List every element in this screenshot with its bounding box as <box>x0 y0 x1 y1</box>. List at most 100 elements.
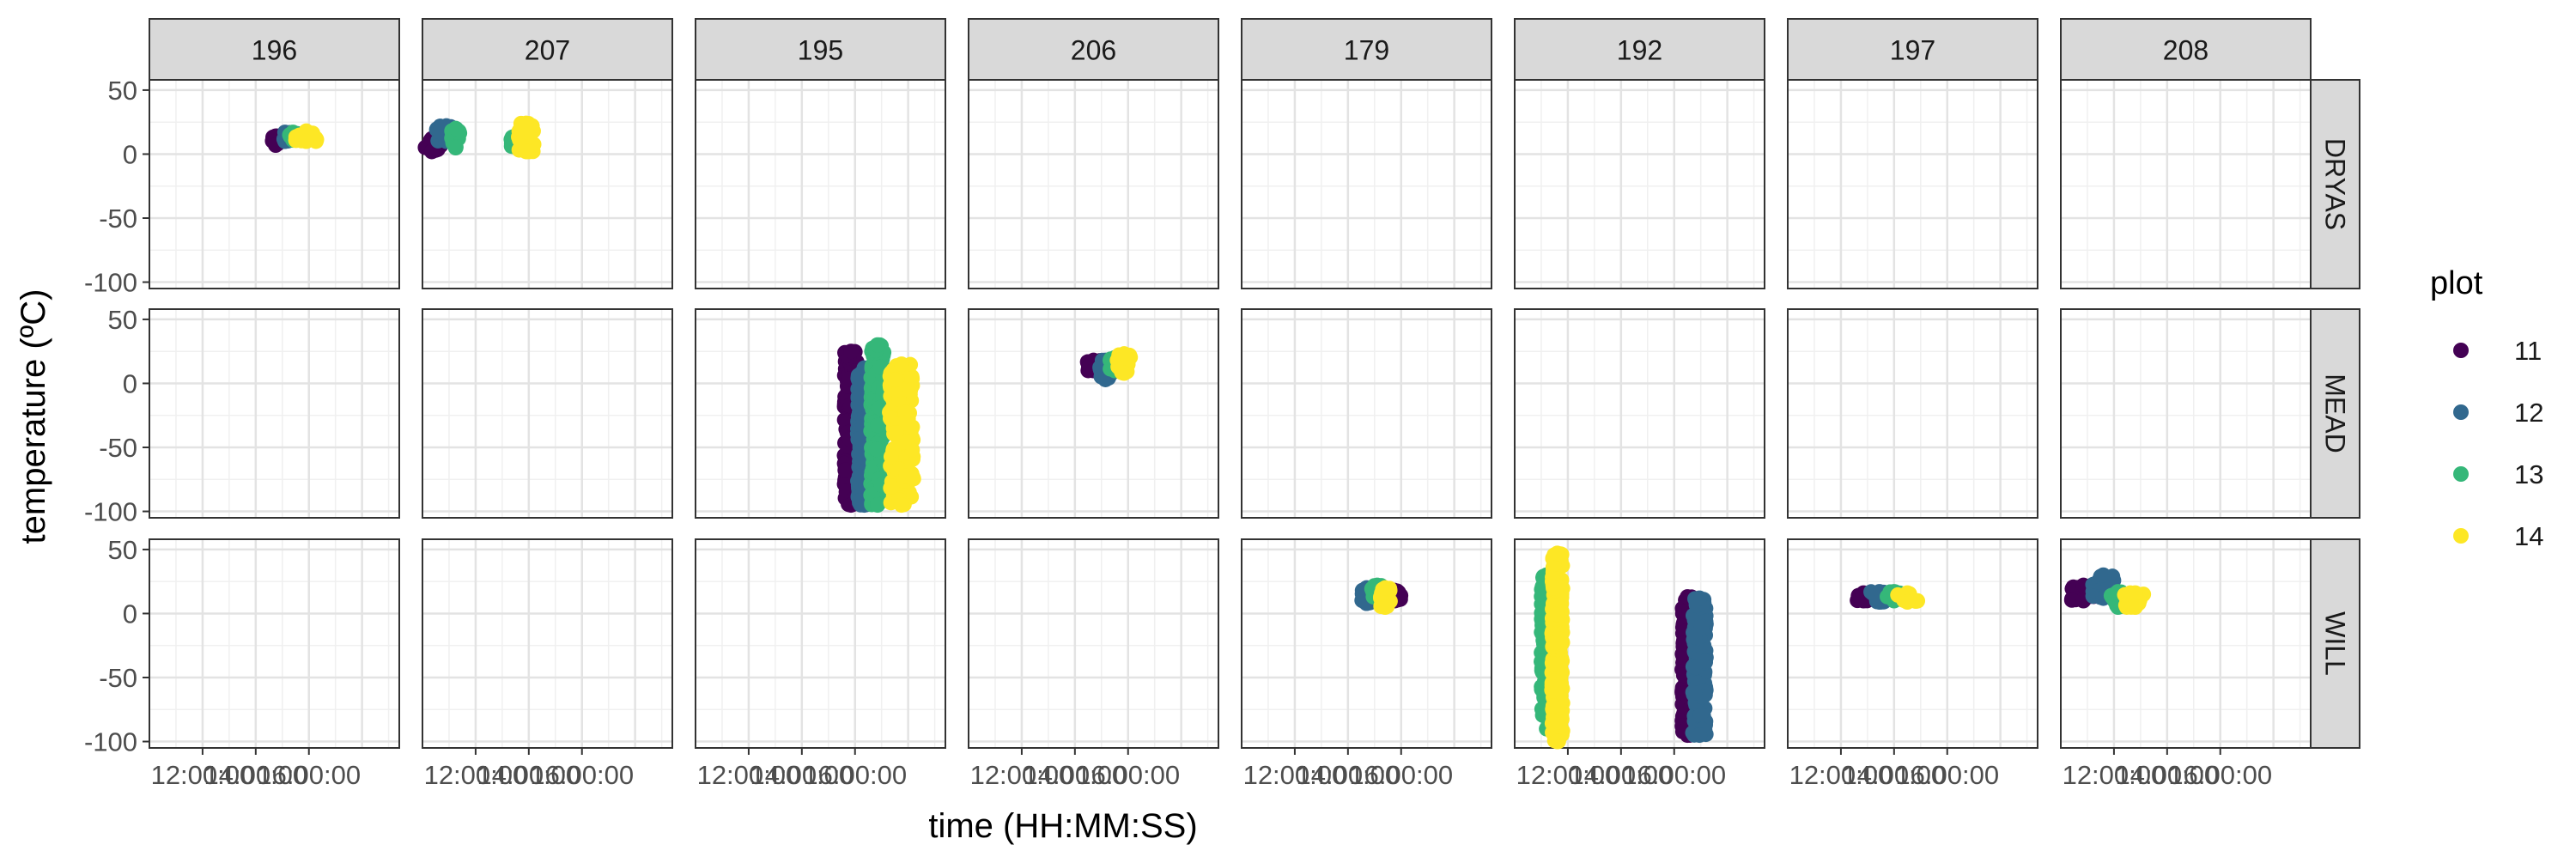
point-cluster-dryas-196-plot-14 <box>288 123 325 149</box>
y-tick-label: 50 <box>108 305 137 335</box>
panel-background <box>149 80 399 289</box>
x-tick-label: 14:00:00 <box>750 760 854 790</box>
data-point <box>2127 599 2143 616</box>
data-point <box>884 478 900 495</box>
data-point <box>902 382 919 398</box>
data-point <box>518 143 534 160</box>
strip-background <box>422 18 673 81</box>
panel-border <box>968 308 1219 519</box>
data-point <box>1546 580 1562 596</box>
panel-mead-196 <box>149 308 400 519</box>
panel-background <box>422 539 672 748</box>
point-cluster-dryas-207-plot-14 <box>511 115 542 160</box>
point-cluster-will-179-plot-14 <box>1372 580 1398 616</box>
x-tick-label: 14:00:00 <box>1569 760 1673 790</box>
data-point <box>837 462 854 478</box>
strip-col-206: 206 <box>968 18 1219 81</box>
legend-label: 13 <box>2514 459 2543 489</box>
legend-key <box>2453 466 2469 482</box>
panel-background <box>422 80 672 289</box>
panel-dryas-207 <box>422 79 673 289</box>
strip-background <box>695 18 946 81</box>
y-tick-label: -50 <box>99 204 137 234</box>
panel-border <box>1787 538 2038 749</box>
strip-label: 195 <box>798 35 843 66</box>
data-point <box>1686 684 1703 701</box>
panel-border <box>1514 308 1765 519</box>
panel-border <box>1241 308 1492 519</box>
panel-background <box>1788 309 2038 518</box>
panel-mead-197 <box>1787 308 2038 519</box>
panel-background <box>1515 80 1765 289</box>
strip-label: 206 <box>1071 35 1116 66</box>
panel-border <box>968 538 1219 749</box>
x-tick-label: 12:00:00 <box>424 760 528 790</box>
strip-col-192: 192 <box>1514 18 1765 81</box>
data-point <box>883 448 899 465</box>
legend-label: 11 <box>2514 336 2542 366</box>
panel-background <box>969 539 1218 748</box>
strip-label: 192 <box>1617 35 1662 66</box>
point-cluster-will-208-plot-14 <box>2117 585 2152 616</box>
data-point <box>1692 727 1708 744</box>
strip-label: WILL <box>2320 611 2351 676</box>
point-cluster-mead-206-plot-14 <box>1109 346 1139 381</box>
x-tick-label: 14:00:00 <box>1296 760 1400 790</box>
legend-label: 12 <box>2514 398 2543 428</box>
strip-col-195: 195 <box>695 18 946 81</box>
x-tick-label: 12:00:00 <box>2063 760 2166 790</box>
panel-border <box>149 308 400 519</box>
panel-border <box>1787 308 2038 519</box>
panel-mead-206 <box>968 308 1219 519</box>
x-tick-label: 12:00:00 <box>970 760 1074 790</box>
panel-will-207 <box>422 538 673 749</box>
data-point <box>904 370 920 386</box>
x-axis-title: time (HH:MM:SS) <box>928 807 1197 845</box>
panel-mead-207 <box>422 308 673 519</box>
panel-background <box>969 309 1218 518</box>
panel-will-206 <box>968 538 1219 749</box>
data-point <box>893 356 909 373</box>
legend-entry-12: 12 <box>2453 398 2543 428</box>
legend-title: plot <box>2430 265 2483 301</box>
panel-background <box>1788 80 2038 289</box>
strip-background <box>968 18 1219 81</box>
panel-border <box>695 538 946 749</box>
strip-background <box>1241 18 1492 81</box>
x-tick-label: 16:00:00 <box>803 760 907 790</box>
panel-dryas-196 <box>149 79 400 289</box>
y-tick-label: -50 <box>99 663 137 693</box>
x-tick-label: 14:00:00 <box>2115 760 2219 790</box>
panel-border <box>149 538 400 749</box>
data-point <box>1549 733 1565 750</box>
panel-dryas-208 <box>2060 79 2312 289</box>
panel-dryas-179 <box>1241 79 1492 289</box>
panel-background <box>2061 80 2311 289</box>
legend-entry-13: 13 <box>2453 459 2543 489</box>
panel-background <box>1788 539 2038 748</box>
legend-key <box>2453 343 2469 358</box>
data-point <box>1693 619 1710 635</box>
data-point <box>868 441 884 458</box>
data-point <box>2063 592 2080 608</box>
y-tick-label: -50 <box>99 433 137 463</box>
panel-border <box>422 308 673 519</box>
strip-label: 196 <box>252 35 297 66</box>
data-point <box>447 140 464 156</box>
panel-border <box>695 308 946 519</box>
data-point <box>1116 365 1133 381</box>
strip-background <box>2310 79 2360 289</box>
panel-background <box>1242 539 1492 748</box>
panel-background <box>696 80 945 289</box>
panel-background <box>1242 309 1492 518</box>
legend-entry-11: 11 <box>2453 336 2542 366</box>
x-tick-label: 16:00:00 <box>1076 760 1180 790</box>
data-point <box>1550 714 1566 730</box>
panel-will-195 <box>695 538 946 749</box>
x-tick-label: 12:00:00 <box>697 760 801 790</box>
data-point <box>1377 580 1394 596</box>
strip-col-208: 208 <box>2060 18 2312 81</box>
y-axis-title: temperature (ºC) <box>15 289 52 544</box>
data-point <box>893 497 909 514</box>
